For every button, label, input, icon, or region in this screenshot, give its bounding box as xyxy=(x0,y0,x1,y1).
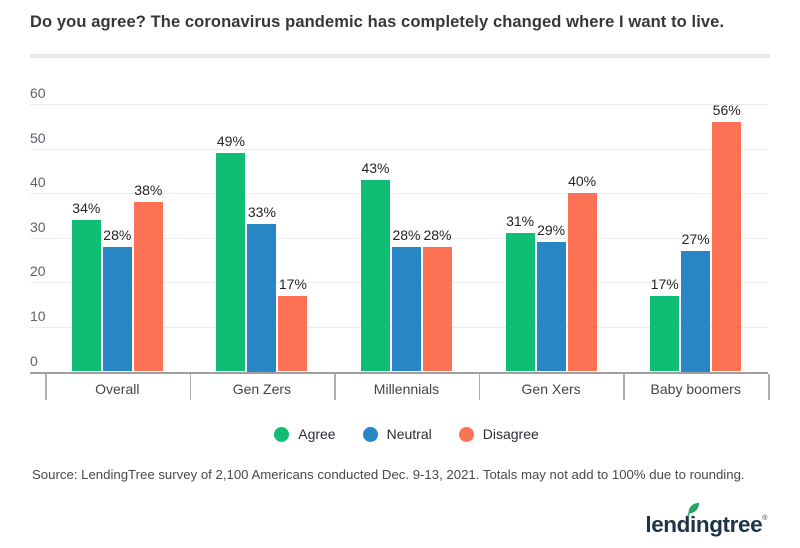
bar-disagree xyxy=(423,246,452,372)
x-axis-category-label: Millennials xyxy=(373,380,440,397)
bar-disagree xyxy=(567,193,597,372)
x-axis-category-label: Overall xyxy=(95,380,140,397)
x-axis-separator xyxy=(334,374,336,400)
y-axis-tick-label: 40 xyxy=(30,174,46,191)
title-divider xyxy=(30,54,770,58)
bar-agree xyxy=(71,219,101,372)
y-axis-tick-label: 60 xyxy=(30,85,46,101)
y-axis-tick-label: 0 xyxy=(30,352,38,369)
bar-value-label: 27% xyxy=(681,231,710,248)
y-gridline xyxy=(30,237,768,239)
bar-agree xyxy=(505,233,535,372)
legend-item-agree: Agree xyxy=(274,426,336,442)
y-gridline xyxy=(30,193,768,195)
bar-agree xyxy=(650,295,680,372)
x-axis-separator xyxy=(768,374,770,400)
y-gridline xyxy=(30,148,768,150)
bar-value-label: 34% xyxy=(72,199,101,216)
x-axis-separator xyxy=(623,374,625,400)
y-axis-tick-label: 30 xyxy=(30,218,46,235)
x-axis-line xyxy=(30,371,768,374)
chart-title: Do you agree? The coronavirus pandemic h… xyxy=(30,13,725,31)
chart-legend: Agree Neutral Disagree xyxy=(45,424,768,444)
y-axis-tick-label: 20 xyxy=(30,263,46,280)
legend-label: Agree xyxy=(298,426,336,442)
bar-value-label: 31% xyxy=(506,213,535,230)
bar-disagree xyxy=(133,202,163,372)
bar-neutral xyxy=(536,242,566,372)
bar-neutral xyxy=(102,246,132,372)
legend-dot-icon xyxy=(274,426,290,442)
x-axis-category-label: Gen Xers xyxy=(521,380,581,397)
bar-neutral xyxy=(681,251,711,372)
y-gridline xyxy=(30,104,768,105)
legend-item-neutral: Neutral xyxy=(362,426,432,442)
bar-value-label: 28% xyxy=(392,226,421,243)
bar-disagree xyxy=(278,295,308,372)
bar-value-label: 28% xyxy=(103,226,132,243)
bar-agree xyxy=(361,179,390,372)
legend-label: Disagree xyxy=(482,426,539,442)
legend-item-disagree: Disagree xyxy=(458,426,539,442)
bar-value-label: 40% xyxy=(568,173,597,190)
logo-text: ngtree xyxy=(695,512,763,537)
leaf-icon xyxy=(687,502,700,517)
bar-neutral xyxy=(392,246,421,372)
bar-value-label: 29% xyxy=(537,222,566,239)
y-axis-tick-label: 50 xyxy=(30,129,46,146)
bar-neutral xyxy=(247,224,277,372)
bar-value-label: 49% xyxy=(216,133,245,150)
bar-disagree xyxy=(712,121,742,372)
logo-text: lend xyxy=(645,512,690,537)
bar-value-label: 38% xyxy=(134,182,163,199)
source-note: Source: LendingTree survey of 2,100 Amer… xyxy=(32,467,745,482)
legend-dot-icon xyxy=(362,426,378,442)
x-axis-category-label: Baby boomers xyxy=(650,380,741,397)
lendingtree-logo: lendi ngtree® xyxy=(645,502,767,537)
bar-value-label: 17% xyxy=(650,275,679,292)
bar-value-label: 17% xyxy=(278,275,307,292)
x-axis-separator xyxy=(478,374,481,400)
x-axis-separator xyxy=(45,374,47,400)
logo-text-i: i xyxy=(687,502,700,536)
logo-wordmark: lendi ngtree® xyxy=(645,502,767,537)
registered-mark: ® xyxy=(762,515,767,522)
y-axis-tick-label: 10 xyxy=(30,307,46,324)
bar-value-label: 33% xyxy=(247,204,276,221)
x-axis-separator xyxy=(189,374,192,400)
legend-dot-icon xyxy=(458,426,474,442)
legend-label: Neutral xyxy=(386,426,432,442)
x-axis-category-label: Gen Zers xyxy=(232,380,292,397)
bar-value-label: 43% xyxy=(361,159,390,176)
bar-agree xyxy=(216,153,246,372)
bar-value-label: 28% xyxy=(423,226,452,243)
bar-value-label: 56% xyxy=(712,101,741,118)
